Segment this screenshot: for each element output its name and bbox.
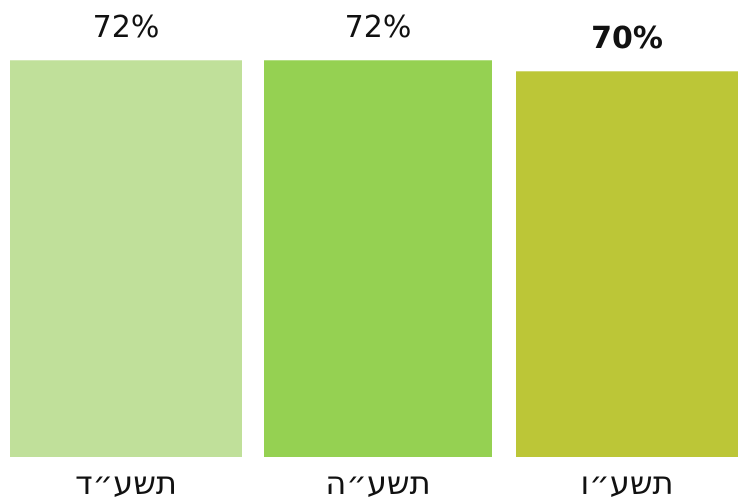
- category-label: תשע״ו: [580, 464, 673, 501]
- value-label: 72%: [345, 10, 412, 45]
- category-label: תשע״ה: [325, 464, 430, 501]
- value-label: 70%: [591, 21, 663, 56]
- bar: [516, 71, 738, 458]
- value-label: 72%: [93, 10, 160, 45]
- bar: [10, 60, 242, 457]
- category-label: תשע״ד: [75, 464, 177, 501]
- bar: [264, 60, 492, 457]
